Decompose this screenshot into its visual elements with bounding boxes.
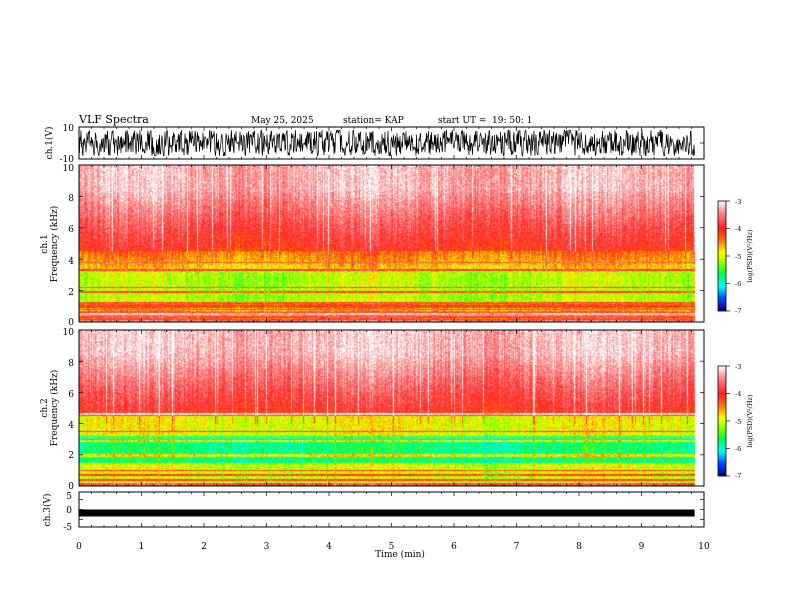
cb2-tick-m7: -7 [735,472,741,480]
xtick-9: 9 [639,542,645,552]
ch2-ytick-4: 4 [68,421,74,431]
ch3-voltage-ticks [78,492,705,527]
cb1-tick-m4: -4 [735,225,741,233]
ch2-frequency-ylabel: Frequency (kHz) [49,370,60,447]
cb2-tick-m5: -5 [735,418,741,426]
ch2-spectrogram-channel-label: ch.2 [40,398,50,417]
xtick-1: 1 [139,542,145,552]
ch1-spectrogram-panel: 0 2 4 6 8 10 ch.1 Frequency (kHz) [40,164,705,328]
date-label: May 25, 2025 [251,116,314,126]
ch1-colorbar-gradient [718,201,726,311]
ch1-colorbar: -3 -4 -5 -6 -7 log(PSD)(V²/Hz) [717,198,754,315]
ch1-frequency-ylabel: Frequency (kHz) [49,206,60,283]
cb1-tick-m3: -3 [735,198,741,206]
ch3-ytick-0: 0 [66,506,72,516]
ch3-voltage-trace [79,509,695,517]
ch1-spectrogram-ticks [78,164,705,323]
start-ut-value: 19: 50: 1 [492,116,532,126]
ch1-ytick-0: 0 [68,318,74,328]
cb1-tick-m7: -7 [735,307,741,315]
xtick-8: 8 [576,542,582,552]
ch2-spectrogram-ticks [78,329,705,487]
xtick-4: 4 [326,542,332,552]
time-axis-label: Time (min) [375,549,425,560]
ch2-colorbar-ticks [726,365,730,477]
cb1-label: log(PSD)(V²/Hz) [746,229,754,282]
ch2-colorbar-gradient [718,366,726,476]
ch2-ytick-6: 6 [68,390,74,400]
ch2-ytick-8: 8 [68,359,74,369]
ch1-spectrogram-image [79,165,704,322]
ch2-colorbar: -3 -4 -5 -6 -7 log(PSD)(V²/Hz) [717,363,754,480]
ch1-voltage-panel: 10 -10 ch.1(V) [44,124,705,165]
cb1-tick-m6: -6 [735,280,741,288]
cb2-tick-m6: -6 [735,445,741,453]
cb2-tick-m3: -3 [735,363,741,371]
figure-title: VLF Spectra [78,113,149,126]
ch2-freq-ticklabels: 0 2 4 6 8 10 [63,328,75,492]
cb2-label: log(PSD)(V²/Hz) [746,394,754,447]
cb1-tick-m5: -5 [735,253,741,261]
ch3-voltage-panel: 5 0 -5 ch.3(V) [42,491,705,533]
xtick-2: 2 [201,542,207,552]
ch2-spectrogram-image [79,330,704,486]
xtick-5: 5 [389,542,395,552]
ch1-freq-ticklabels: 0 2 4 6 8 10 [63,164,75,328]
xtick-6: 6 [451,542,457,552]
ch3-ytick-5: 5 [66,492,72,502]
time-axis: 0 1 2 3 4 5 6 7 8 9 10 Time (min) [76,542,710,560]
ch1-ytick-top: 10 [63,124,75,134]
ch1-spectrogram-channel-label: ch.1 [40,234,50,253]
start-ut-label: start UT = [438,116,486,126]
ch3-ytick-m5: -5 [63,523,72,533]
station-label: station= KAP [343,116,404,126]
ch2-spectrogram-panel: 0 2 4 6 8 10 ch.2 Frequency (kHz) [40,328,705,492]
xtick-7: 7 [514,542,520,552]
ch1-ytick-6: 6 [68,225,74,235]
xtick-0: 0 [76,542,82,552]
ch1-colorbar-ticks [726,200,730,312]
ch1-ytick-4: 4 [68,257,74,267]
ch1-ytick-2: 2 [68,288,74,298]
xtick-10: 10 [698,542,710,552]
ch1-ytick-10: 10 [63,164,75,174]
ch2-ytick-2: 2 [68,451,74,461]
ch1-ytick-8: 8 [68,194,74,204]
cb2-tick-m4: -4 [735,390,741,398]
ch1-voltage-trace [78,128,695,157]
ch1-ytick-bottom: -10 [60,155,75,165]
ch1-voltage-ylabel: ch.1(V) [44,127,55,160]
ch2-ytick-10: 10 [63,328,75,338]
xtick-3: 3 [264,542,270,552]
ch3-voltage-ylabel: ch.3(V) [42,494,53,527]
ch2-ytick-0: 0 [68,482,74,492]
ch1-voltage-ticks [78,127,705,159]
